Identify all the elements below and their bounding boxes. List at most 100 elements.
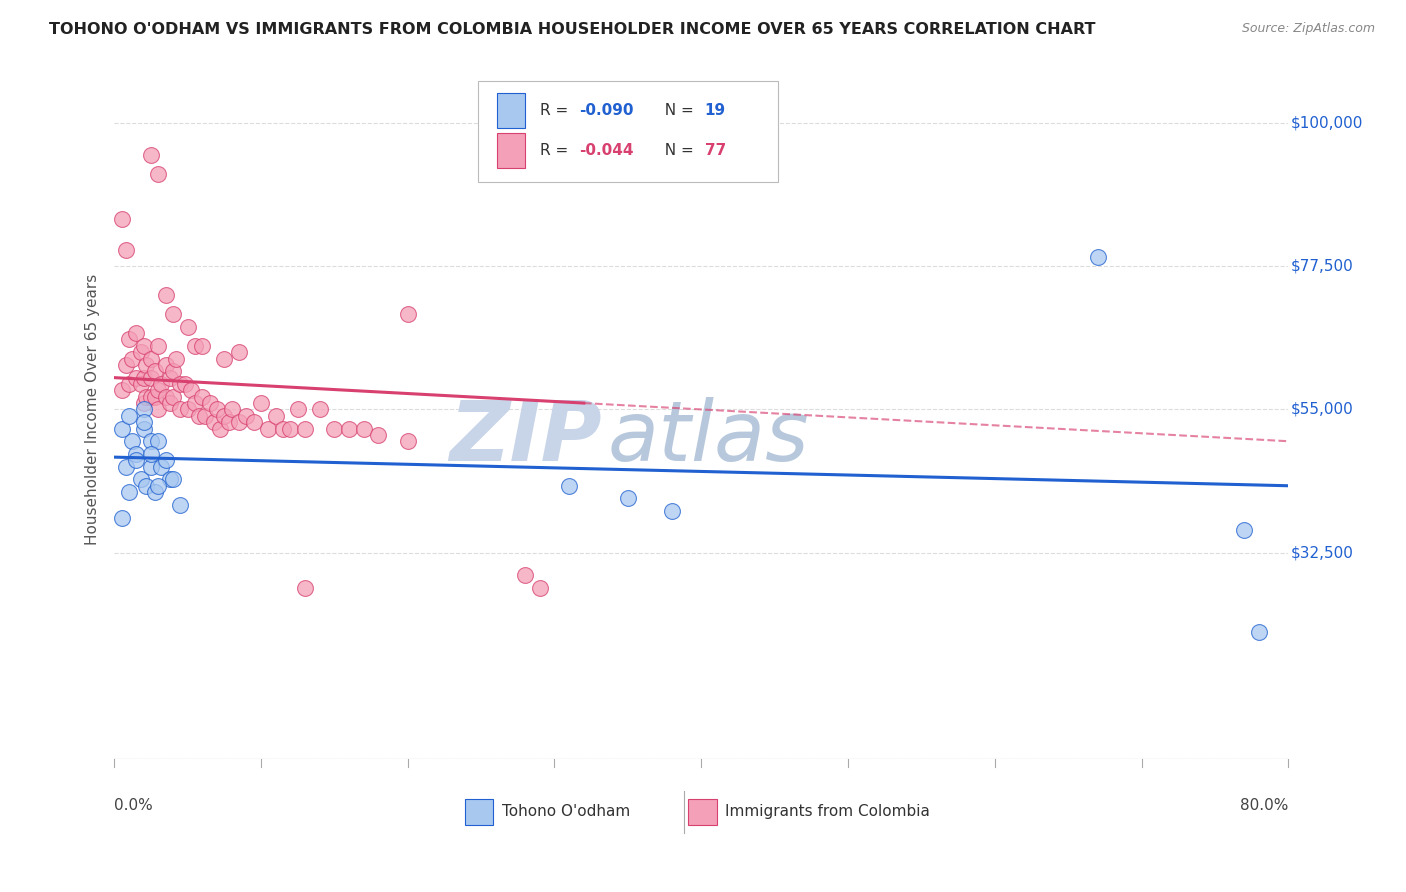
Point xyxy=(202,415,225,429)
Point xyxy=(214,409,236,423)
Point xyxy=(323,421,346,435)
Text: atlas: atlas xyxy=(607,397,808,478)
Point xyxy=(191,390,214,404)
Point xyxy=(125,453,148,467)
Point xyxy=(139,148,162,162)
Point xyxy=(162,472,184,486)
Point xyxy=(176,402,198,417)
Point xyxy=(228,345,250,359)
Text: N =: N = xyxy=(655,143,699,158)
FancyBboxPatch shape xyxy=(478,80,778,182)
Point xyxy=(135,358,157,372)
Point xyxy=(159,472,181,486)
Point xyxy=(179,384,201,398)
Point xyxy=(139,434,162,449)
Point xyxy=(110,510,132,524)
Point xyxy=(132,370,155,384)
Point xyxy=(148,434,170,449)
Point xyxy=(118,333,141,347)
Point xyxy=(155,288,177,302)
Point xyxy=(143,364,166,378)
Point xyxy=(396,434,419,449)
Point xyxy=(188,409,211,423)
FancyBboxPatch shape xyxy=(465,799,494,825)
Point xyxy=(205,402,228,417)
Point xyxy=(250,396,273,410)
Point xyxy=(139,447,162,461)
Point xyxy=(257,421,280,435)
Point xyxy=(139,459,162,474)
Point xyxy=(1247,625,1270,640)
Point xyxy=(294,581,316,595)
Point xyxy=(125,326,148,340)
Point xyxy=(132,415,155,429)
Point xyxy=(110,211,132,226)
Point xyxy=(529,581,551,595)
Point xyxy=(1087,250,1109,264)
Point xyxy=(121,351,143,366)
Point xyxy=(169,402,191,417)
Point xyxy=(198,396,221,410)
Point xyxy=(135,479,157,493)
Point xyxy=(148,384,170,398)
Point xyxy=(513,567,536,582)
Point xyxy=(162,390,184,404)
Point xyxy=(165,351,187,366)
FancyBboxPatch shape xyxy=(689,799,717,825)
Point xyxy=(155,453,177,467)
Point xyxy=(115,459,138,474)
Point xyxy=(118,409,141,423)
Point xyxy=(194,409,217,423)
Point xyxy=(139,390,162,404)
Text: $32,500: $32,500 xyxy=(1291,545,1354,560)
Point xyxy=(337,421,360,435)
Point xyxy=(242,415,264,429)
Point xyxy=(169,498,191,512)
Point xyxy=(558,479,581,493)
Point xyxy=(115,244,138,258)
Point xyxy=(132,421,155,435)
Text: Source: ZipAtlas.com: Source: ZipAtlas.com xyxy=(1241,22,1375,36)
Point xyxy=(159,370,181,384)
Point xyxy=(125,447,148,461)
Point xyxy=(228,415,250,429)
Text: $55,000: $55,000 xyxy=(1291,402,1354,417)
Text: $100,000: $100,000 xyxy=(1291,116,1362,131)
Point xyxy=(278,421,301,435)
Point xyxy=(271,421,294,435)
Text: TOHONO O'ODHAM VS IMMIGRANTS FROM COLOMBIA HOUSEHOLDER INCOME OVER 65 YEARS CORR: TOHONO O'ODHAM VS IMMIGRANTS FROM COLOMB… xyxy=(49,22,1095,37)
Point xyxy=(118,376,141,391)
Text: -0.090: -0.090 xyxy=(579,103,634,118)
Point xyxy=(148,339,170,353)
Point xyxy=(155,390,177,404)
Y-axis label: Householder Income Over 65 years: Householder Income Over 65 years xyxy=(86,274,100,545)
Point xyxy=(235,409,257,423)
Point xyxy=(143,485,166,500)
Point xyxy=(129,345,152,359)
Point xyxy=(176,319,198,334)
Text: R =: R = xyxy=(540,103,574,118)
Point xyxy=(191,339,214,353)
Point xyxy=(214,351,236,366)
Point xyxy=(169,376,191,391)
FancyBboxPatch shape xyxy=(496,93,524,128)
Point xyxy=(132,339,155,353)
Point xyxy=(367,428,389,442)
Text: N =: N = xyxy=(655,103,699,118)
Point xyxy=(148,167,170,181)
Point xyxy=(132,402,155,417)
Point xyxy=(208,421,231,435)
Point xyxy=(143,390,166,404)
Point xyxy=(218,415,240,429)
Point xyxy=(129,376,152,391)
Point xyxy=(264,409,287,423)
Point xyxy=(139,351,162,366)
Point xyxy=(661,504,683,518)
Point xyxy=(396,307,419,321)
Point xyxy=(159,396,181,410)
Point xyxy=(308,402,330,417)
Point xyxy=(110,421,132,435)
Point xyxy=(294,421,316,435)
Point xyxy=(135,390,157,404)
Point xyxy=(353,421,375,435)
